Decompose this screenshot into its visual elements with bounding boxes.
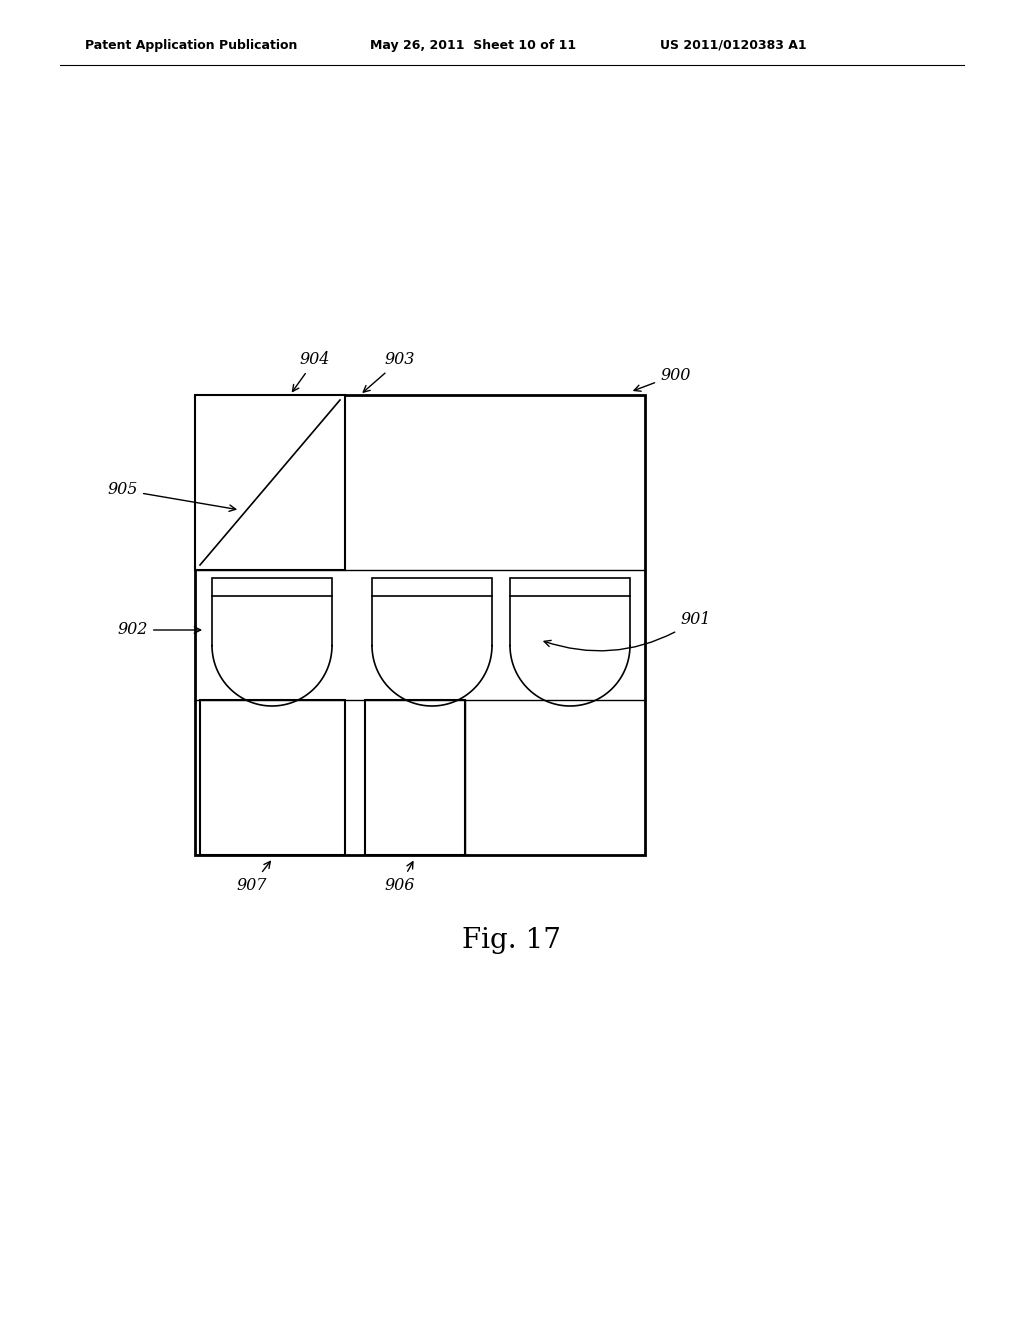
Text: 901: 901	[544, 611, 711, 651]
Text: 904: 904	[293, 351, 330, 392]
Text: 900: 900	[634, 367, 690, 391]
Bar	[372, 578, 492, 597]
Text: May 26, 2011  Sheet 10 of 11: May 26, 2011 Sheet 10 of 11	[370, 40, 577, 51]
Text: Patent Application Publication: Patent Application Publication	[85, 40, 297, 51]
Text: 903: 903	[364, 351, 415, 392]
Text: US 2011/0120383 A1: US 2011/0120383 A1	[660, 40, 807, 51]
Bar	[510, 578, 630, 597]
Text: 907: 907	[237, 862, 270, 894]
Text: 906: 906	[385, 862, 415, 894]
Bar	[212, 578, 332, 597]
Text: 902: 902	[118, 622, 201, 639]
Text: 905: 905	[108, 482, 236, 511]
Bar	[365, 700, 465, 855]
Bar	[200, 700, 345, 855]
Text: Fig. 17: Fig. 17	[463, 927, 561, 953]
Bar	[195, 395, 645, 855]
Bar	[195, 395, 345, 570]
